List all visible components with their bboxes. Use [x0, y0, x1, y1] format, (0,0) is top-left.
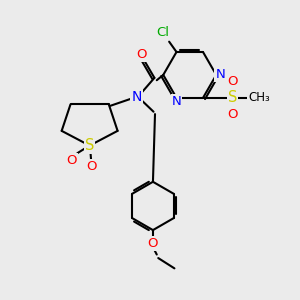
Text: N: N [215, 68, 225, 81]
Text: S: S [85, 138, 94, 153]
Text: N: N [132, 90, 142, 104]
Text: O: O [67, 154, 77, 167]
Text: N: N [172, 95, 182, 108]
Text: O: O [227, 75, 238, 88]
Text: O: O [86, 160, 96, 173]
Text: S: S [228, 90, 237, 105]
Text: Cl: Cl [157, 26, 170, 39]
Text: CH₃: CH₃ [248, 92, 270, 104]
Text: O: O [148, 237, 158, 250]
Text: O: O [136, 48, 146, 61]
Text: O: O [227, 108, 238, 121]
